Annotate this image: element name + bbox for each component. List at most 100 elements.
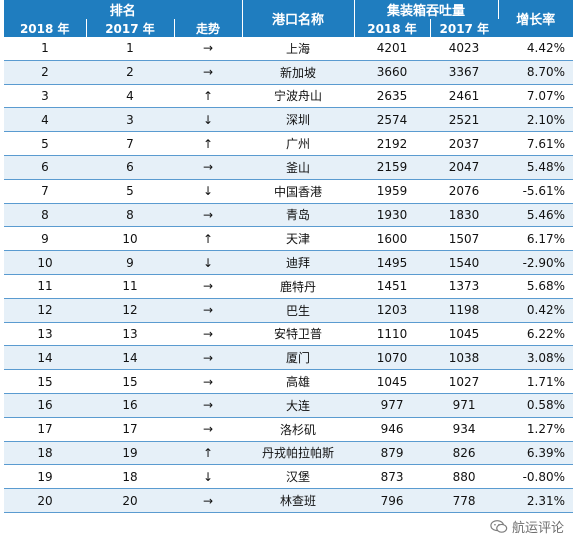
growth-rate-cell: -2.90% [498,250,574,275]
throughput-2017-cell: 3367 [430,60,499,85]
trend-arrow-cell: ↓ [174,464,243,490]
table-row: 19 18 ↓ 汉堡 873 880 -0.80% [4,464,574,490]
port-name-cell: 高雄 [242,369,355,394]
throughput-2017-cell: 826 [430,441,499,466]
port-name-cell: 深圳 [242,107,355,133]
port-ranking-table: 排名 港口名称 集装箱吞吐量 增长率 2018 年 2017 年 走势 2018… [4,0,574,513]
trend-arrow-cell: → [174,417,243,442]
rank-2017-cell: 14 [86,345,174,371]
rank-2017-cell: 7 [86,131,174,156]
rank-2017-cell: 4 [86,84,174,109]
trend-arrow-cell: → [174,298,243,323]
throughput-2017-cell: 2037 [430,131,499,156]
header-row-2: 2018 年 2017 年 走势 2018 年 2017 年 [4,19,573,37]
port-name-cell: 鹿特丹 [242,274,355,299]
rank-2018-cell: 19 [4,464,86,490]
table-row: 8 8 → 青岛 1930 1830 5.46% [4,203,574,228]
growth-rate-cell: 6.22% [498,322,574,347]
rank-2017-cell: 11 [86,274,174,299]
growth-rate-cell: 6.17% [498,226,574,252]
rank-2018-cell: 16 [4,393,86,418]
trend-arrow-cell: ↑ [174,84,243,109]
growth-rate-cell: 8.70% [498,60,574,85]
port-header: 港口名称 [242,0,355,37]
growth-rate-cell: 7.07% [498,84,574,109]
trend-arrow-cell: ↓ [174,107,243,133]
table-row: 9 10 ↑ 天津 1600 1507 6.17% [4,226,574,252]
rank-2017-header: 2017 年 [86,19,175,37]
throughput-2017-cell: 2076 [430,179,499,204]
rank-2017-cell: 19 [86,441,174,466]
throughput-2018-cell: 1495 [354,250,431,275]
port-name-cell: 大连 [242,393,355,418]
throughput-2018-cell: 4201 [354,37,431,61]
trend-arrow-cell: → [174,345,243,371]
table-row: 7 5 ↓ 中国香港 1959 2076 -5.61% [4,179,574,204]
growth-rate-cell: 5.46% [498,203,574,228]
throughput-2018-cell: 1451 [354,274,431,299]
table-row: 20 20 → 林查班 796 778 2.31% [4,488,574,513]
rank-2017-cell: 8 [86,203,174,228]
throughput-2018-cell: 879 [354,441,431,466]
table-row: 2 2 → 新加坡 3660 3367 8.70% [4,60,574,85]
throughput-2017-cell: 2521 [430,107,499,133]
throughput-2017-cell: 1507 [430,226,499,252]
trend-arrow-cell: → [174,369,243,394]
growth-rate-cell: 3.08% [498,345,574,371]
port-name-cell: 宁波舟山 [242,84,355,109]
rank-2018-cell: 18 [4,441,86,466]
throughput-header: 集装箱吞吐量 [354,0,499,19]
throughput-2017-cell: 934 [430,417,499,442]
rank-2018-cell: 10 [4,250,86,275]
rank-2017-cell: 2 [86,60,174,85]
trend-arrow-cell: → [174,155,243,180]
trend-arrow-cell: ↓ [174,179,243,204]
throughput-2017-cell: 880 [430,464,499,490]
throughput-2018-cell: 946 [354,417,431,442]
rank-2017-cell: 18 [86,464,174,490]
port-name-cell: 新加坡 [242,60,355,85]
throughput-2018-cell: 2192 [354,131,431,156]
watermark: 航运评论 [490,517,564,536]
rank-2018-cell: 8 [4,203,86,228]
throughput-2018-cell: 2635 [354,84,431,109]
throughput-2017-header: 2017 年 [430,19,499,37]
table-row: 5 7 ↑ 广州 2192 2037 7.61% [4,131,574,156]
rank-2017-cell: 1 [86,37,174,61]
throughput-2018-cell: 1959 [354,179,431,204]
port-name-cell: 丹戎帕拉帕斯 [242,441,355,466]
throughput-2018-cell: 1600 [354,226,431,252]
rank-2018-cell: 14 [4,345,86,371]
trend-arrow-cell: → [174,274,243,299]
table-row: 14 14 → 厦门 1070 1038 3.08% [4,345,574,371]
throughput-2018-cell: 796 [354,488,431,513]
trend-arrow-cell: → [174,322,243,347]
trend-arrow-cell: ↑ [174,226,243,252]
growth-rate-cell: 0.58% [498,393,574,418]
growth-rate-cell: 5.48% [498,155,574,180]
throughput-2018-cell: 1930 [354,203,431,228]
trend-arrow-cell: → [174,37,243,61]
table-row: 18 19 ↑ 丹戎帕拉帕斯 879 826 6.39% [4,441,574,466]
port-name-cell: 中国香港 [242,179,355,204]
header-row-1: 排名 港口名称 集装箱吞吐量 增长率 [4,0,574,37]
growth-rate-cell: 0.42% [498,298,574,323]
throughput-2017-cell: 1540 [430,250,499,275]
rank-2017-cell: 15 [86,369,174,394]
throughput-2017-cell: 2461 [430,84,499,109]
throughput-2017-cell: 1045 [430,322,499,347]
growth-rate-cell: 7.61% [498,131,574,156]
throughput-2018-cell: 2159 [354,155,431,180]
rank-2018-cell: 1 [4,37,86,61]
trend-arrow-cell: → [174,60,243,85]
rank-2017-cell: 3 [86,107,174,133]
rank-2017-cell: 16 [86,393,174,418]
trend-arrow-cell: → [174,488,243,513]
rank-2017-cell: 17 [86,417,174,442]
trend-arrow-cell: ↓ [174,250,243,275]
port-name-cell: 迪拜 [242,250,355,275]
port-name-cell: 广州 [242,131,355,156]
rank-2017-cell: 13 [86,322,174,347]
rank-2018-cell: 13 [4,322,86,347]
